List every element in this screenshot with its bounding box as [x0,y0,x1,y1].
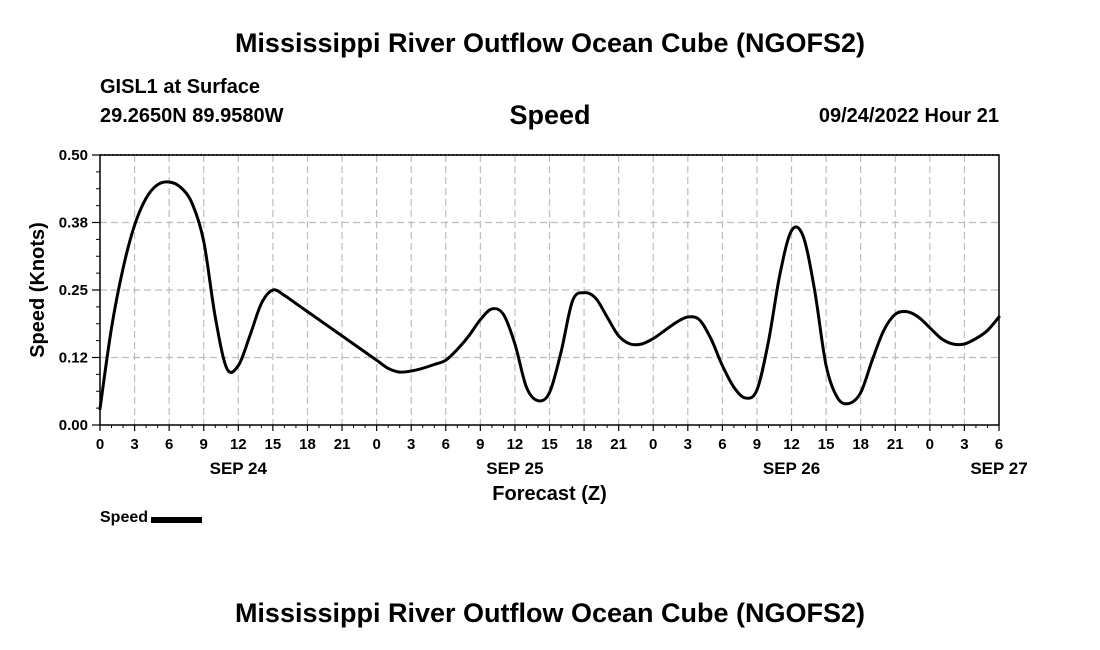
x-tick-label: 15 [818,436,835,453]
legend-swatch [151,516,203,523]
x-tick-label: 12 [507,436,524,453]
date-label: SEP 26 [763,459,820,478]
x-tick-label: 9 [476,436,484,453]
x-tick-label: 0 [372,436,380,453]
x-tick-label: 0 [649,436,657,453]
y-tick-label: 0.25 [59,282,88,299]
x-tick-label: 0 [926,436,934,453]
x-tick-label: 6 [995,436,1003,453]
y-tick-label: 0.00 [59,417,88,434]
x-tick-label: 15 [541,436,558,453]
station-coordinates: 29.2650N 89.9580W [100,105,284,127]
x-tick-label: 3 [407,436,415,453]
x-tick-label: 3 [130,436,138,453]
forecast-datetime: 09/24/2022 Hour 21 [818,105,999,127]
x-tick-label: 12 [783,436,800,453]
date-label: SEP 27 [970,459,1027,478]
x-tick-label: 9 [200,436,208,453]
y-axis-title: Speed (Knots) [27,222,49,358]
x-tick-label: 18 [299,436,316,453]
footer-title: Mississippi River Outflow Ocean Cube (NG… [234,598,866,628]
chart-title: Mississippi River Outflow Ocean Cube (NG… [234,28,866,58]
x-tick-label: 6 [718,436,726,453]
x-tick-label: 6 [442,436,450,453]
x-tick-label: 18 [852,436,869,453]
station-label: GISL1 at Surface [100,76,261,98]
y-tick-label: 0.38 [59,215,88,232]
y-tick-label: 0.50 [59,147,88,164]
legend: Speed [100,509,203,527]
variable-title: Speed [509,100,591,130]
x-tick-label: 21 [610,436,627,453]
series [98,180,1001,411]
x-tick-label: 9 [753,436,761,453]
legend-label: Speed [100,509,149,526]
x-tick-label: 15 [265,436,282,453]
x-tick-label: 21 [887,436,904,453]
date-label: SEP 24 [210,459,268,478]
grid [100,155,999,425]
axes: 0 3 6 9 12 15 18 21 0 3 6 9 12 15 18 21 0 3 6 9 12 15 18 21 0 3 6 0… [59,147,1028,478]
x-axis-title: Forecast (Z) [492,483,606,505]
x-tick-label: 3 [960,436,968,453]
date-label: SEP 25 [486,459,543,478]
x-tick-label: 6 [165,436,173,453]
x-tick-label: 12 [230,436,247,453]
series-line-speed [98,180,1001,411]
x-tick-label: 3 [684,436,692,453]
x-tick-label: 0 [96,436,104,453]
x-tick-label: 21 [334,436,351,453]
x-tick-label: 18 [576,436,593,453]
y-tick-label: 0.12 [59,350,88,367]
